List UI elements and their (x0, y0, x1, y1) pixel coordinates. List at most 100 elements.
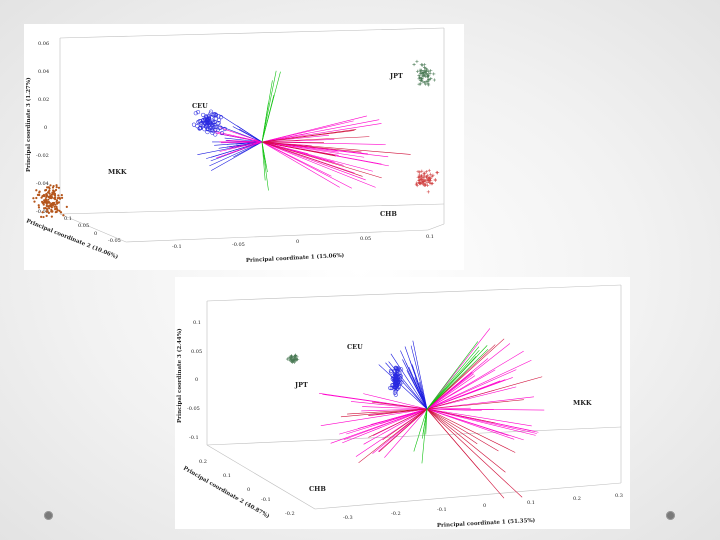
point-mkk (54, 198, 57, 201)
point-ceu (203, 121, 208, 126)
point-ceu (205, 129, 210, 135)
point-chb (417, 174, 421, 179)
loading-vector (406, 370, 428, 410)
point-chb (420, 180, 424, 184)
loading-vector (261, 115, 367, 143)
loading-vector (378, 364, 428, 410)
loading-vector (261, 129, 357, 143)
z-tick: -0.02 (36, 153, 49, 159)
loading-vector (236, 125, 263, 143)
loading-vectors (319, 328, 545, 499)
y-axis-label: Principal coordinate 2 (10.06%) (25, 217, 119, 261)
loading-vector (426, 375, 476, 410)
point-jpt (295, 357, 300, 362)
loading-vector (426, 408, 506, 473)
point-mkk (54, 188, 58, 192)
point-mkk (42, 201, 45, 205)
point-ceu (201, 117, 206, 122)
point-mkk (41, 211, 44, 214)
point-mkk (65, 205, 68, 209)
loading-vector (261, 141, 376, 188)
point-mkk (51, 210, 54, 213)
label-ceu: CEU (347, 343, 363, 351)
z-ticks: 0.1 0.05 0 -0.05 -0.1 (187, 320, 202, 441)
point-chb (436, 171, 440, 175)
point-ceu (209, 128, 214, 133)
loading-vector (261, 141, 332, 177)
loading-vector (426, 377, 513, 410)
point-jpt (424, 66, 428, 70)
x-tick: -0.1 (172, 244, 182, 250)
point-ceu (393, 383, 398, 388)
y-tick: -0.1 (261, 497, 271, 503)
point-mkk (44, 200, 48, 203)
point-ceu (393, 378, 398, 383)
z-tick: -0.04 (36, 181, 49, 187)
loading-vector (238, 128, 263, 143)
point-ceu (219, 131, 225, 136)
point-mkk (37, 206, 41, 209)
x-tick: -0.3 (343, 515, 353, 521)
loading-vector (347, 408, 428, 415)
loading-vector (412, 340, 428, 410)
point-jpt (415, 69, 420, 73)
point-jpt (291, 359, 296, 363)
point-ceu (193, 111, 198, 116)
loading-vector (426, 343, 511, 410)
loading-vector (426, 386, 517, 410)
axis-frame (206, 284, 622, 510)
loading-vector (229, 141, 263, 149)
loading-vector (261, 141, 365, 158)
point-mkk (41, 195, 44, 198)
loading-vector (368, 408, 428, 438)
loading-vector (261, 120, 354, 143)
loading-vector (426, 376, 543, 410)
y-tick: 0.1 (223, 473, 231, 479)
loading-vector (426, 408, 478, 445)
point-ceu (197, 126, 202, 131)
point-chb (428, 172, 432, 176)
point-jpt (425, 71, 429, 76)
point-ceu (388, 385, 393, 391)
loading-vector (213, 130, 263, 143)
loading-vector (426, 408, 524, 441)
point-jpt (432, 78, 436, 82)
x-tick: 0.1 (426, 234, 434, 240)
point-jpt (424, 69, 428, 74)
point-ceu (215, 127, 220, 132)
point-ceu (191, 122, 197, 127)
loading-vector (209, 141, 263, 167)
point-jpt (294, 356, 298, 361)
y-tick: -0.2 (285, 511, 295, 517)
point-chb (420, 177, 424, 181)
loading-vector (261, 141, 336, 157)
loading-vector (219, 127, 263, 143)
point-jpt (417, 82, 421, 86)
loading-vector (426, 399, 524, 410)
loading-vectors (197, 70, 411, 191)
point-chb (424, 170, 429, 174)
point-mkk (53, 190, 56, 193)
point-mkk (48, 187, 51, 190)
point-jpt (426, 74, 430, 78)
loading-vector (220, 141, 263, 144)
point-mkk (38, 190, 41, 193)
y-tick: -0.05 (108, 238, 121, 244)
loading-vector (261, 141, 389, 158)
point-jpt (423, 82, 428, 86)
point-ceu (393, 392, 398, 397)
point-ceu (399, 367, 404, 372)
point-mkk (45, 195, 48, 198)
loading-vector (210, 141, 263, 171)
loading-vector (382, 408, 428, 441)
nav-dot-left (44, 511, 53, 520)
point-chb (417, 170, 422, 174)
z-tick: -0.1 (189, 435, 199, 441)
point-ceu (391, 375, 396, 381)
loading-vector (426, 346, 480, 410)
point-jpt (419, 63, 423, 67)
point-ceu (198, 125, 203, 130)
point-jpt (422, 63, 427, 67)
loading-vector (411, 364, 428, 410)
point-ceu (207, 119, 212, 124)
